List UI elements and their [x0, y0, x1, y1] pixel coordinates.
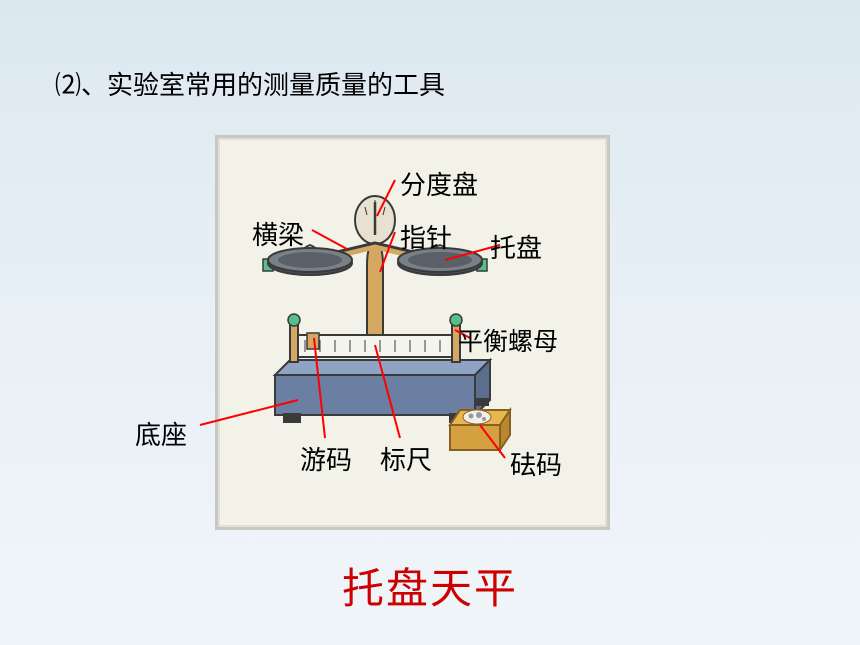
label-pan: 托盘: [490, 228, 542, 265]
label-dial: 分度盘: [400, 165, 478, 202]
pan-left: [268, 248, 352, 275]
label-base: 底座: [135, 415, 187, 452]
label-weights: 砝码: [510, 445, 562, 482]
label-rider: 游码: [300, 440, 352, 477]
label-pointer: 指针: [400, 218, 452, 255]
section-heading: ⑵、实验室常用的测量质量的工具: [55, 65, 445, 102]
label-beam: 横梁: [252, 215, 304, 252]
weights-box: [450, 410, 510, 450]
figure-caption: 托盘天平: [0, 555, 860, 616]
rider-shape: [307, 333, 319, 349]
label-balance-nut: 平衡螺母: [458, 322, 558, 358]
label-scale: 标尺: [380, 440, 432, 477]
